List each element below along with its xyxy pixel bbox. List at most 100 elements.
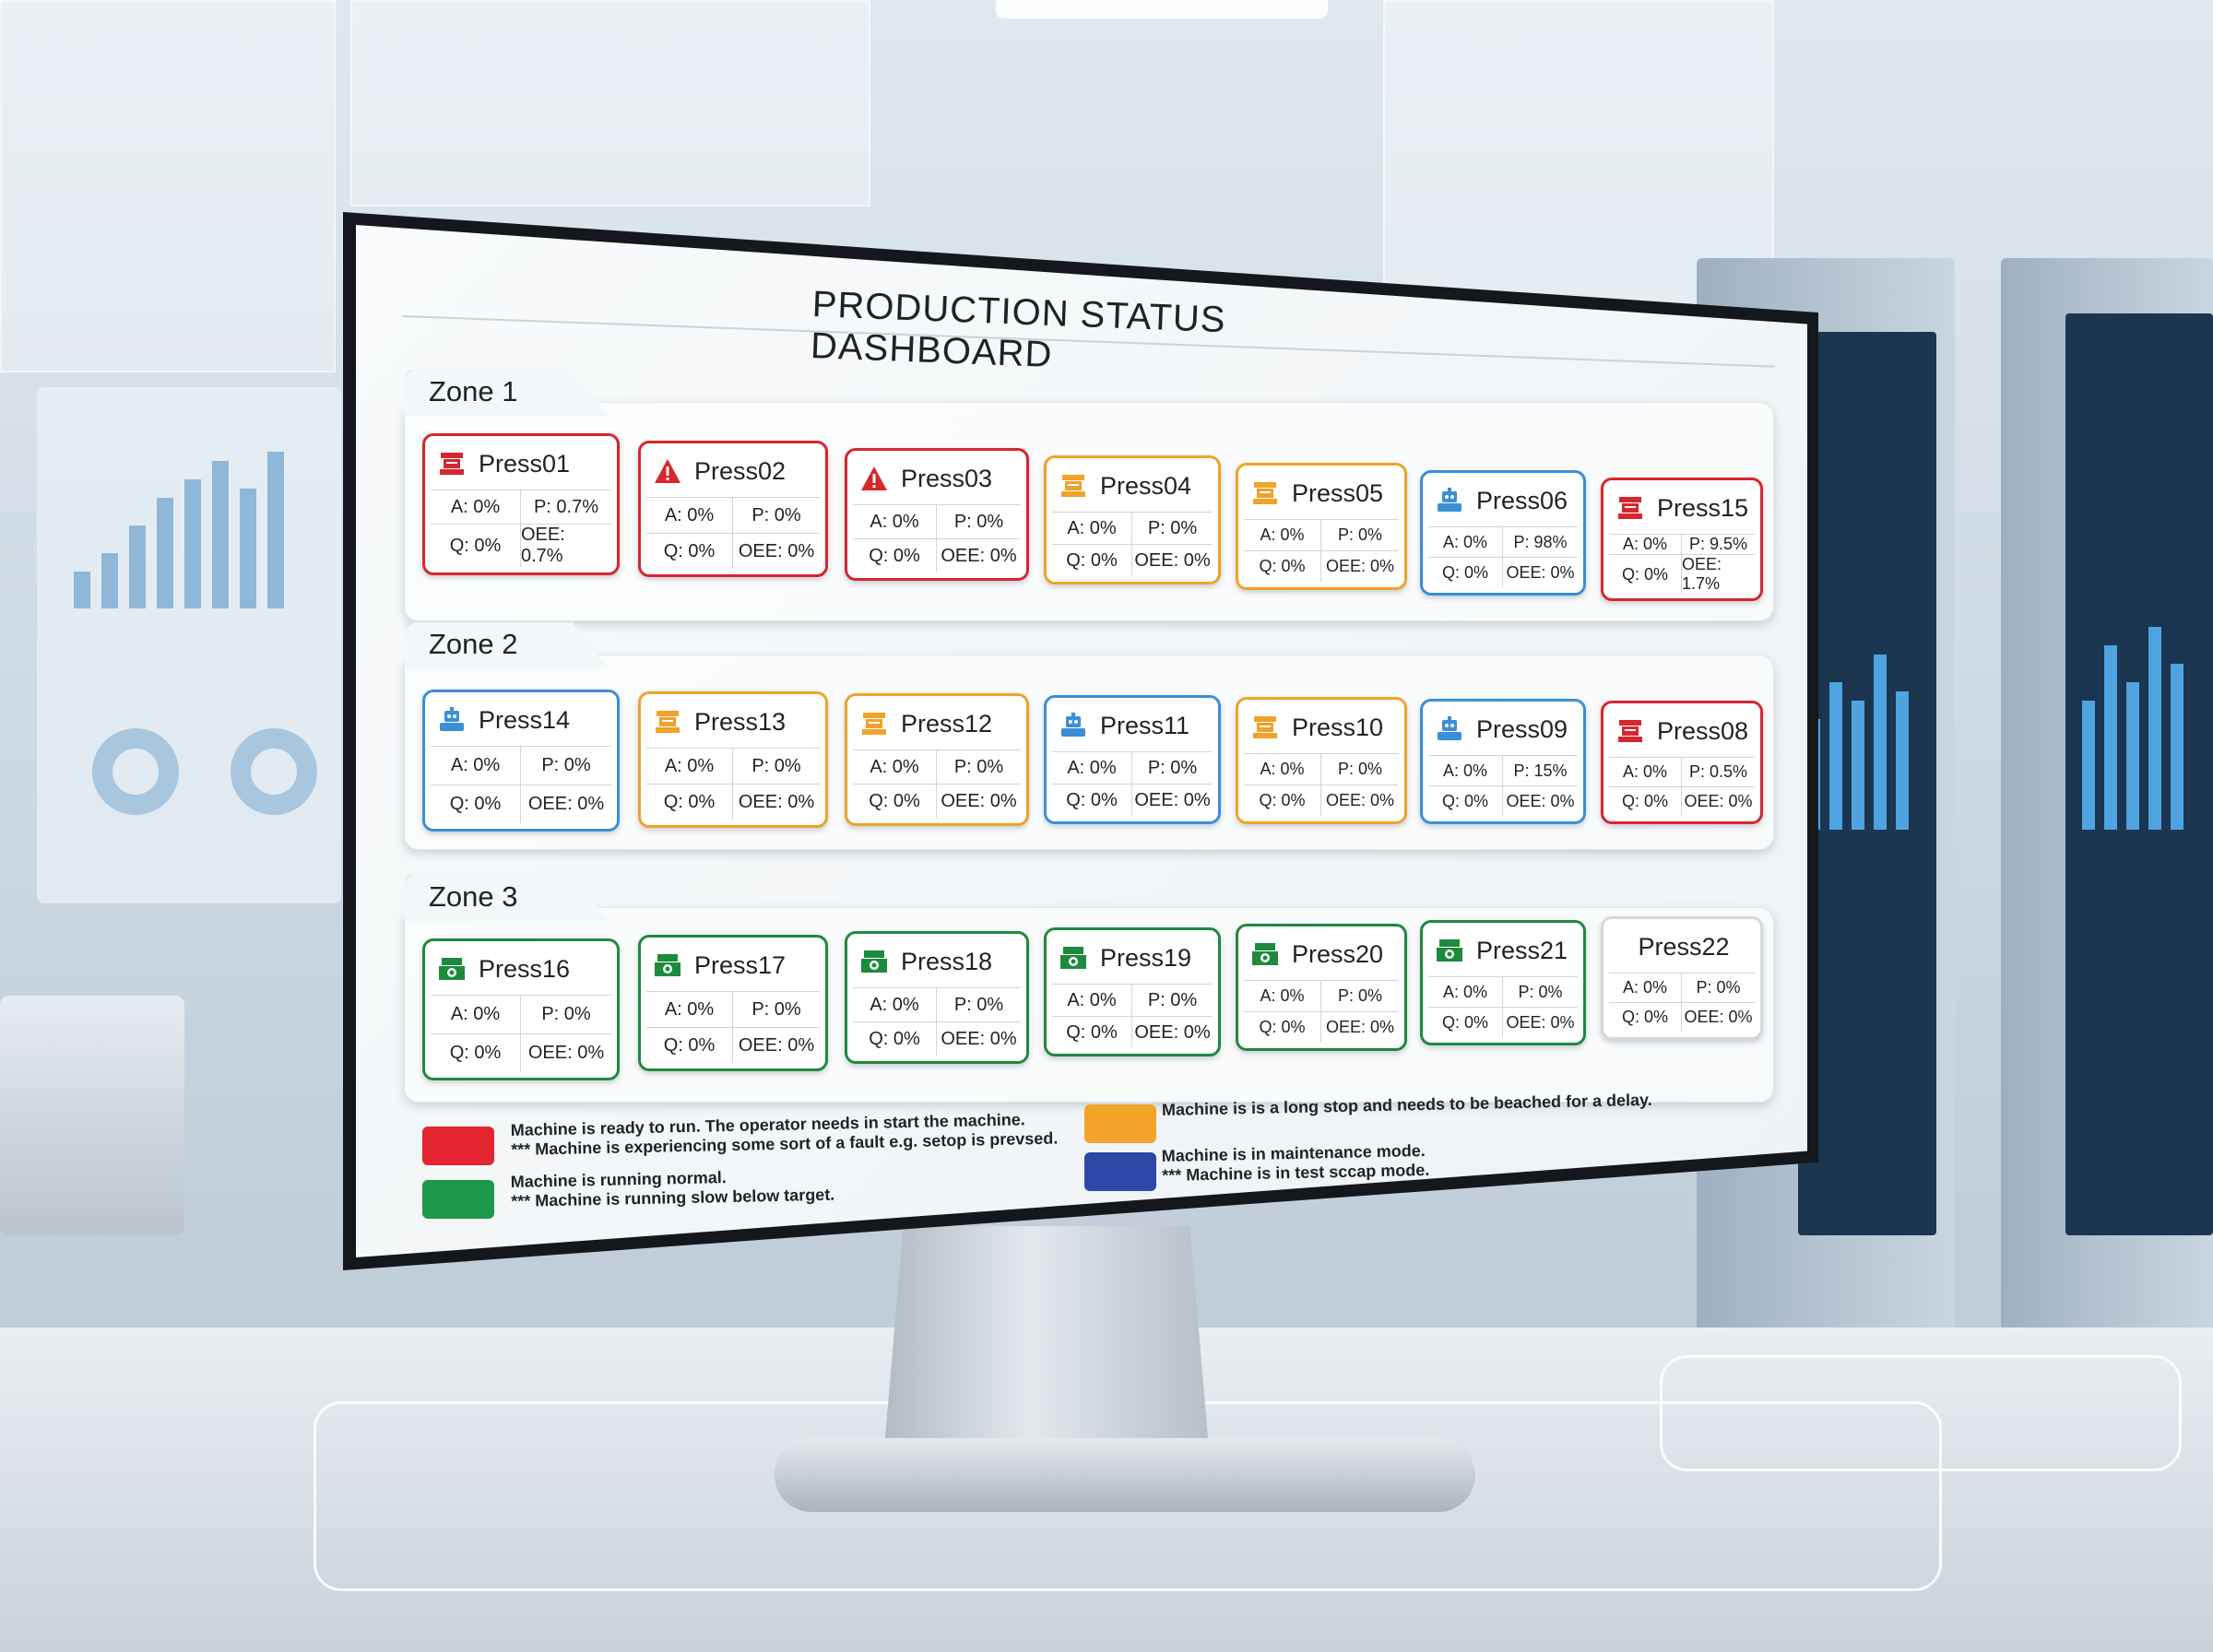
quality-value: Q: 0% (1609, 786, 1682, 816)
availability-value: A: 0% (1609, 973, 1682, 1002)
machine-card-press20[interactable]: Press20 A: 0% P: 0% Q: 0% OEE: 0% (1236, 924, 1407, 1051)
background-donut (231, 728, 317, 815)
availability-value: A: 0% (1244, 980, 1321, 1011)
machine-name: Press11 (1100, 711, 1190, 739)
machine-card-press02[interactable]: Press02 A: 0% P: 0% Q: 0% OEE: 0% (638, 441, 828, 577)
oee-value: OEE: 0% (733, 533, 820, 569)
card-header: Press17 (652, 947, 818, 984)
machine-card-press17[interactable]: Press17 A: 0% P: 0% Q: 0% OEE: 0% (638, 935, 828, 1071)
quality-value: Q: 0% (1428, 557, 1503, 587)
card-header: Press12 (858, 705, 1019, 742)
warning-triangle-icon (858, 465, 890, 492)
availability-value: A: 0% (1428, 526, 1503, 557)
press-machine-icon (1249, 479, 1281, 507)
machine-card-press11[interactable]: Press11 A: 0% P: 0% Q: 0% OEE: 0% (1044, 695, 1221, 824)
machine-card-press15[interactable]: Press15 A: 0% P: 9.5% Q: 0% OEE: 1.7% (1601, 478, 1763, 601)
availability-value: A: 0% (1244, 753, 1321, 785)
metrics-grid: A: 0% P: 0% Q: 0% OEE: 0% (1609, 973, 1755, 1032)
press-machine-icon (436, 450, 467, 478)
machine-card-press06[interactable]: Press06 A: 0% P: 98% Q: 0% OEE: 0% (1420, 470, 1586, 596)
card-header: Press11 (1058, 707, 1211, 744)
metrics-grid: A: 0% P: 0.5% Q: 0% OEE: 0% (1609, 757, 1755, 816)
gear-machine-icon (1058, 944, 1089, 972)
machine-card-press16[interactable]: Press16 A: 0% P: 0% Q: 0% OEE: 0% (422, 938, 620, 1080)
metrics-grid: A: 0% P: 0% Q: 0% OEE: 0% (646, 748, 820, 820)
legend-swatch-blue (1084, 1152, 1156, 1191)
background-wall-display (37, 387, 341, 903)
background-bar (267, 452, 284, 608)
performance-value: P: 0% (1321, 753, 1399, 785)
quality-value: Q: 0% (1428, 1007, 1503, 1037)
machine-card-press22[interactable]: Press22 A: 0% P: 0% Q: 0% OEE: 0% (1601, 916, 1763, 1040)
metrics-grid: A: 0% P: 0% Q: 0% OEE: 0% (1244, 753, 1399, 816)
machine-card-press05[interactable]: Press05 A: 0% P: 0% Q: 0% OEE: 0% (1236, 463, 1407, 590)
background-bar (157, 498, 173, 608)
performance-value: P: 0% (1682, 973, 1755, 1002)
card-header: Press20 (1249, 936, 1397, 973)
quality-value: Q: 0% (853, 538, 937, 572)
metrics-grid: A: 0% P: 9.5% Q: 0% OEE: 1.7% (1609, 534, 1755, 594)
availability-value: A: 0% (1428, 755, 1503, 785)
machine-card-press19[interactable]: Press19 A: 0% P: 0% Q: 0% OEE: 0% (1044, 927, 1221, 1056)
legend-green-text: Machine is running normal. *** Machine i… (511, 1166, 835, 1211)
oee-value: OEE: 0% (1132, 1016, 1213, 1048)
performance-value: P: 0.5% (1682, 757, 1755, 786)
availability-value: A: 0% (853, 987, 937, 1021)
card-header: Press16 (436, 950, 609, 987)
machine-card-press14[interactable]: Press14 A: 0% P: 0% Q: 0% OEE: 0% (422, 690, 620, 832)
background-bar (1829, 682, 1842, 830)
quality-value: Q: 0% (1052, 784, 1132, 816)
availability-value: A: 0% (853, 749, 937, 784)
performance-value: P: 9.5% (1682, 534, 1755, 554)
metrics-grid: A: 0% P: 0% Q: 0% OEE: 0% (1052, 984, 1213, 1048)
machine-card-press09[interactable]: Press09 A: 0% P: 15% Q: 0% OEE: 0% (1420, 699, 1586, 824)
performance-value: P: 0% (1321, 519, 1399, 550)
card-header: Press05 (1249, 475, 1397, 512)
maintenance-robot-icon (1434, 487, 1465, 514)
availability-value: A: 0% (646, 497, 733, 533)
metrics-grid: A: 0% P: 15% Q: 0% OEE: 0% (1428, 755, 1578, 816)
gear-machine-icon (1434, 937, 1465, 964)
machine-card-press18[interactable]: Press18 A: 0% P: 0% Q: 0% OEE: 0% (845, 931, 1029, 1064)
zone-label: Zone 3 (429, 880, 518, 913)
machine-card-press01[interactable]: Press01 A: 0% P: 0.7% Q: 0% OEE: 0.7% (422, 433, 620, 575)
machine-card-press10[interactable]: Press10 A: 0% P: 0% Q: 0% OEE: 0% (1236, 697, 1407, 824)
warning-triangle-icon (652, 457, 683, 485)
availability-value: A: 0% (431, 490, 521, 524)
oee-value: OEE: 0% (1682, 1002, 1755, 1032)
performance-value: P: 0% (1503, 976, 1578, 1007)
press-machine-icon (1249, 714, 1281, 741)
quality-value: Q: 0% (1609, 1002, 1682, 1032)
machine-name: Press13 (694, 707, 787, 736)
oee-value: OEE: 0% (1321, 1011, 1399, 1043)
availability-value: A: 0% (431, 746, 521, 785)
quality-value: Q: 0% (1244, 550, 1321, 582)
card-header: Press06 (1434, 482, 1576, 519)
machine-card-press04[interactable]: Press04 A: 0% P: 0% Q: 0% OEE: 0% (1044, 455, 1221, 584)
quality-value: Q: 0% (646, 533, 733, 569)
machine-card-press08[interactable]: Press08 A: 0% P: 0.5% Q: 0% OEE: 0% (1601, 701, 1763, 824)
oee-value: OEE: 0% (521, 1033, 611, 1072)
machine-card-press21[interactable]: Press21 A: 0% P: 0% Q: 0% OEE: 0% (1420, 920, 1586, 1045)
press-machine-icon (1615, 717, 1646, 745)
machine-card-press13[interactable]: Press13 A: 0% P: 0% Q: 0% OEE: 0% (638, 691, 828, 828)
machine-card-press03[interactable]: Press03 A: 0% P: 0% Q: 0% OEE: 0% (845, 448, 1029, 581)
performance-value: P: 0% (733, 497, 820, 533)
availability-value: A: 0% (1609, 534, 1682, 554)
card-header: Press14 (436, 702, 609, 738)
metrics-grid: A: 0% P: 98% Q: 0% OEE: 0% (1428, 526, 1578, 587)
press-machine-icon (858, 710, 890, 738)
machine-name: Press01 (479, 449, 571, 478)
performance-value: P: 0% (937, 987, 1021, 1021)
machine-name: Press19 (1100, 943, 1192, 972)
performance-value: P: 0% (937, 749, 1021, 784)
metrics-grid: A: 0% P: 0% Q: 0% OEE: 0% (853, 987, 1021, 1056)
server-rack (2001, 258, 2213, 1346)
press-machine-icon (652, 708, 683, 736)
machine-card-press12[interactable]: Press12 A: 0% P: 0% Q: 0% OEE: 0% (845, 693, 1029, 826)
metrics-grid: A: 0% P: 0% Q: 0% OEE: 0% (1244, 519, 1399, 582)
background-bar (1874, 655, 1887, 830)
background-bar (1852, 701, 1864, 830)
zone-label: Zone 1 (429, 375, 518, 407)
metrics-grid: A: 0% P: 0% Q: 0% OEE: 0% (1052, 751, 1213, 816)
